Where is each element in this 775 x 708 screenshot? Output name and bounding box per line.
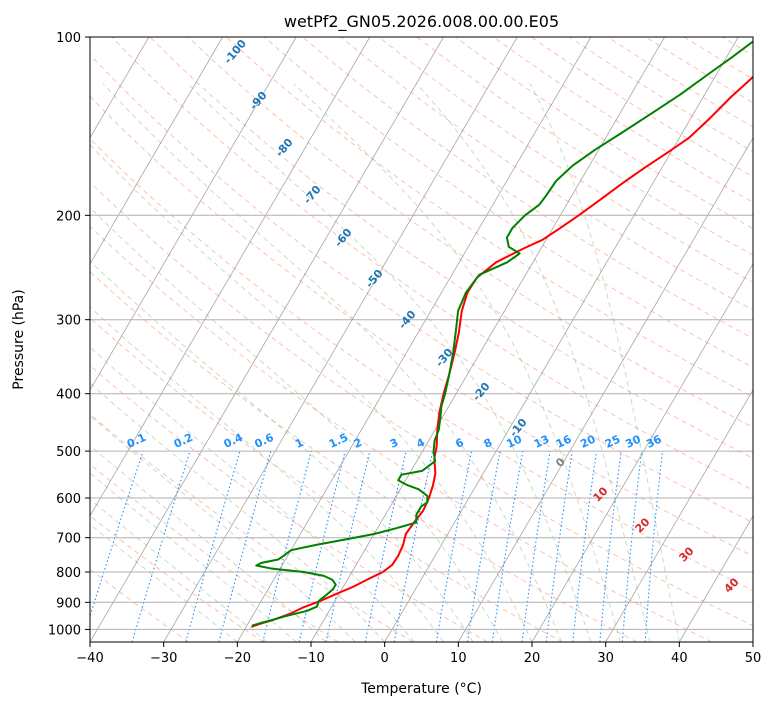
y-tick-label: 200	[56, 209, 81, 224]
isotherm-line	[163, 37, 518, 642]
isotherm-line	[605, 389, 753, 642]
isotherm-line	[90, 37, 297, 391]
mixing-ratio-label: 20	[578, 432, 598, 450]
y-tick-label: 900	[56, 596, 81, 611]
x-tick-label: 10	[450, 651, 467, 666]
mixing-ratio-line	[491, 451, 524, 642]
mixing-ratio-label: 30	[623, 432, 643, 450]
mixing-ratio-line	[572, 451, 598, 642]
x-tick-label: 20	[524, 651, 541, 666]
y-axis-label: Pressure (hPa)	[11, 289, 27, 389]
mixing-ratio-line	[599, 451, 622, 642]
dry-adiabat-line	[90, 515, 264, 642]
mixing-ratio-label: 25	[603, 433, 622, 451]
moist-adiabat-line	[90, 144, 533, 642]
plot-frame	[89, 36, 754, 643]
x-tick-label: 50	[745, 651, 762, 666]
x-tick-label: −10	[297, 651, 324, 666]
y-tick-label: 600	[56, 492, 81, 507]
y-tick-label: 300	[56, 314, 81, 329]
y-tick-label: 800	[56, 566, 81, 581]
mixing-ratio-line	[364, 450, 407, 642]
mixing-ratio-line	[644, 451, 664, 642]
moist-adiabat-line	[90, 498, 268, 642]
mixing-ratio-line	[298, 450, 346, 642]
dry-adiabat-line	[111, 37, 753, 491]
moist-adiabat-line	[90, 346, 415, 642]
isotherm-line	[90, 37, 223, 265]
mixing-ratio-label: 16	[554, 432, 574, 450]
x-axis-label: Temperature (°C)	[360, 681, 482, 697]
dry-adiabat-line	[302, 37, 753, 340]
mixing-ratio-line	[545, 451, 573, 642]
dry-adiabat-line	[90, 364, 488, 642]
dewpoint-profile-line	[251, 40, 753, 627]
x-tick-label: 0	[381, 651, 389, 666]
moist-adiabat-line	[90, 523, 238, 642]
mixing-ratio-line	[521, 451, 551, 642]
chart-title: wetPf2_GN05.2026.008.00.00.E05	[284, 12, 559, 32]
moist-adiabat-line	[90, 260, 474, 642]
dry-adiabat-line	[378, 37, 753, 283]
y-tick-label: 700	[56, 532, 81, 547]
mixing-ratio-line	[218, 450, 272, 642]
isotherm-line	[384, 37, 739, 642]
moist-adiabat-line	[90, 472, 297, 642]
isotherm-line	[531, 263, 753, 642]
x-tick-label: −40	[76, 651, 103, 666]
moist-adiabat-line	[416, 83, 651, 642]
y-tick-label: 1000	[48, 623, 81, 638]
isotherm-line	[310, 37, 665, 642]
x-tick-label: 40	[671, 651, 688, 666]
mixing-ratio-label: 36	[644, 432, 664, 450]
mixing-ratio-line	[262, 450, 312, 642]
x-tick-label: 30	[597, 651, 614, 666]
isotherm-line	[90, 37, 444, 642]
x-tick-label: −30	[150, 651, 177, 666]
mixing-ratio-line	[621, 451, 643, 642]
y-tick-label: 400	[56, 388, 81, 403]
dry-adiabat-line	[90, 271, 638, 642]
x-tick-label: −20	[224, 651, 251, 666]
isotherm-line	[678, 515, 753, 642]
y-tick-label: 500	[56, 445, 81, 460]
moist-adiabat-line	[529, 83, 680, 642]
moist-adiabat-line	[90, 444, 327, 642]
dry-adiabat-line	[90, 317, 563, 642]
mixing-ratio-line	[185, 450, 241, 642]
mixing-ratio-label: 13	[532, 433, 551, 451]
isotherm-line	[90, 37, 371, 517]
moist-adiabat-line	[102, 83, 562, 642]
mixing-ratio-line	[325, 450, 371, 642]
moist-adiabat-line	[293, 83, 621, 642]
dry-adiabat-line	[90, 53, 753, 524]
y-tick-label: 100	[56, 31, 81, 46]
mixing-ratio-line	[131, 450, 191, 642]
moist-adiabat-line	[90, 382, 386, 642]
mixing-ratio-label: 10	[505, 432, 525, 450]
moist-adiabat-line	[90, 206, 503, 642]
dry-adiabat-line	[225, 37, 753, 398]
dry-adiabat-line	[187, 37, 753, 428]
isotherm-line	[236, 37, 592, 642]
